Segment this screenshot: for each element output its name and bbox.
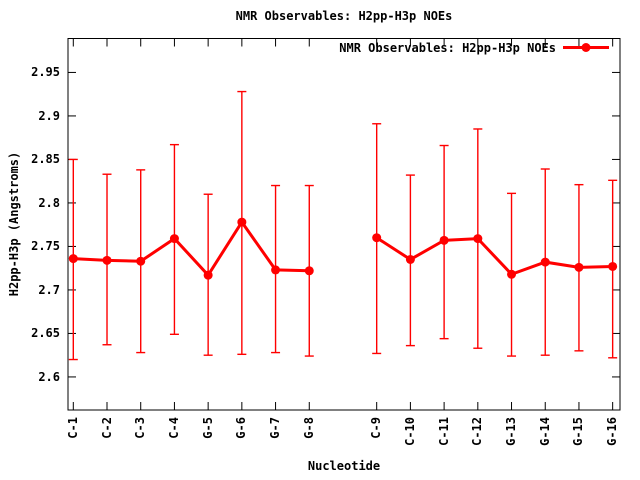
chart-title: NMR Observables: H2pp-H3p NOEs	[235, 9, 453, 23]
data-point	[102, 255, 112, 265]
data-point	[473, 234, 483, 244]
x-tick-label: G-13	[504, 417, 519, 446]
data-point	[439, 235, 449, 245]
data-point	[608, 261, 618, 271]
data-point	[68, 254, 78, 264]
y-tick-label: 2.85	[31, 152, 60, 167]
x-axis-label: Nucleotide	[307, 459, 381, 473]
legend: NMR Observables: H2pp-H3p NOEs	[339, 40, 609, 55]
x-tick-label: C-9	[369, 417, 384, 439]
data-point	[304, 266, 314, 276]
data-point	[574, 262, 584, 272]
data-line	[73, 219, 310, 278]
y-tick-label: 2.9	[38, 108, 60, 123]
x-tick-label: C-12	[470, 417, 485, 446]
x-tick-label: G-16	[605, 417, 620, 446]
y-tick-label: 2.7	[38, 282, 60, 297]
x-tick-label: G-15	[571, 417, 586, 446]
data-point	[136, 256, 146, 266]
data-point	[271, 265, 281, 275]
x-tick-label: C-1	[65, 417, 80, 439]
legend-line-sample-icon	[563, 43, 609, 52]
legend-sample-marker	[581, 43, 591, 52]
data-point	[237, 217, 247, 227]
x-tick-label: C-4	[166, 417, 181, 439]
x-tick-label: C-2	[99, 417, 114, 439]
x-tick-label: C-3	[133, 417, 148, 439]
x-tick-label: G-6	[234, 417, 249, 439]
x-tick-label: G-8	[301, 417, 316, 439]
x-tick-label: C-11	[436, 417, 451, 446]
data-point	[203, 270, 213, 280]
y-tick-label: 2.65	[31, 326, 60, 341]
y-tick-label: 2.8	[38, 195, 60, 210]
x-tick-label: G-7	[268, 417, 283, 439]
legend-label: NMR Observables: H2pp-H3p NOEs	[339, 40, 556, 55]
y-tick-label: 2.6	[38, 369, 60, 384]
y-tick-label: 2.75	[31, 239, 60, 254]
x-tick-label: G-14	[537, 417, 552, 446]
y-tick-label: 2.95	[31, 65, 60, 80]
data-line	[375, 236, 613, 277]
data-point	[507, 269, 517, 279]
data-point	[540, 257, 550, 267]
data-point	[405, 254, 415, 264]
x-tick-label: G-5	[200, 417, 215, 439]
data-point	[372, 233, 382, 243]
x-tick-label: C-10	[402, 417, 417, 446]
plot-border	[67, 38, 621, 411]
data-point	[169, 234, 179, 244]
